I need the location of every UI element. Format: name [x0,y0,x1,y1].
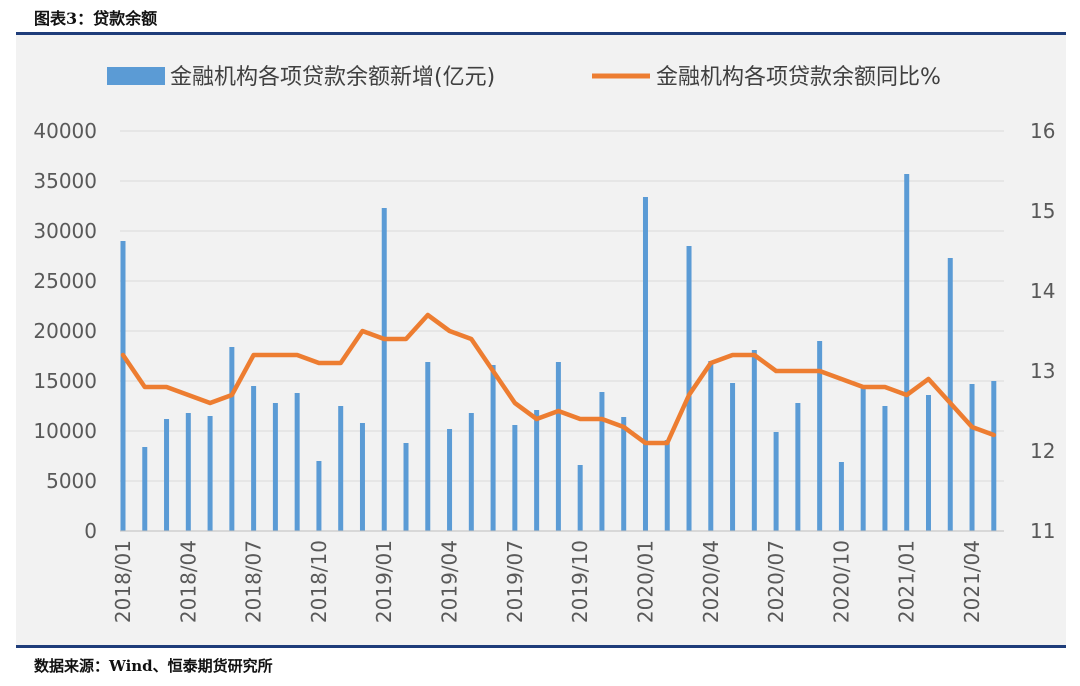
x-tick-label: 2018/07 [242,540,266,623]
legend-bar-swatch [107,67,165,85]
bar [730,383,736,531]
x-tick-label: 2019/04 [438,540,462,623]
y-left-tick-label: 40000 [33,119,97,143]
bar [534,410,540,531]
bar [468,413,474,531]
bar [338,406,344,531]
x-tick-label: 2020/10 [829,540,853,623]
bar [185,413,191,531]
bar [664,440,670,531]
bar [294,393,300,531]
y-left-tick-label: 25000 [33,269,97,293]
bar [229,347,235,531]
x-tick-label: 2019/01 [372,540,396,623]
y-right-tick-label: 15 [1030,199,1055,223]
top-rule [16,32,1066,35]
x-tick-label: 2019/07 [503,540,527,623]
source-note: 数据来源：Wind、恒泰期货研究所 [34,657,273,675]
bar [947,258,953,531]
bar [642,197,648,531]
x-tick-label: 2021/01 [895,540,919,623]
bar [490,365,496,531]
yoy-line [120,312,997,446]
bar [251,386,257,531]
x-tick-label: 2018/10 [307,540,331,623]
bar [577,465,583,531]
axes: 0 5000 10000 15000 20000 25000 30000 35000 40000… [33,119,1055,623]
bar [272,403,278,531]
line-series [120,312,997,446]
bar-series [120,174,997,531]
legend-bar-label: 金融机构各项贷款余额新增(亿元) [170,65,495,90]
bar [120,241,126,531]
bar [164,419,170,531]
bar [773,432,779,531]
x-tick-label: 2020/04 [699,540,723,623]
x-tick-label: 2021/04 [960,540,984,623]
y-right-tick-label: 14 [1030,279,1055,303]
bar [838,462,844,531]
figure-title: 图表3：贷款余额 [34,9,158,28]
bar [425,362,431,531]
bar [142,447,148,531]
bar [969,384,975,531]
y-left-tick-label: 0 [84,519,97,543]
x-tick-label: 2019/10 [568,540,592,623]
chart-area [16,35,1066,645]
y-right-tick-label: 12 [1030,439,1055,463]
bar [621,417,627,531]
bar [207,416,213,531]
bar [512,425,518,531]
bar [795,403,801,531]
bar [708,361,714,531]
bottom-rule [16,645,1066,648]
bar [817,341,823,531]
bar [882,406,888,531]
x-tick-label: 2018/01 [111,540,135,623]
x-tick-label: 2020/01 [633,540,657,623]
y-left-tick-label: 20000 [33,319,97,343]
bar [904,174,910,531]
bar [751,350,757,531]
y-left-tick-label: 10000 [33,419,97,443]
bar [925,395,931,531]
legend: 金融机构各项贷款余额新增(亿元) 金融机构各项贷款余额同比% [107,65,941,90]
bar [686,246,692,531]
bar [316,461,322,531]
x-tick-label: 2018/04 [176,540,200,623]
bar [860,388,866,531]
y-right-tick-label: 13 [1030,359,1055,383]
y-left-tick-label: 30000 [33,219,97,243]
y-right-tick-label: 16 [1030,119,1055,143]
y-left-tick-label: 35000 [33,169,97,193]
bar [403,443,409,531]
legend-line-label: 金融机构各项贷款余额同比% [656,65,941,90]
y-left-tick-label: 5000 [46,469,97,493]
y-right-tick-label: 11 [1030,519,1055,543]
y-left-tick-label: 15000 [33,369,97,393]
bar [359,423,365,531]
bar [555,362,561,531]
bar [599,392,605,531]
bar [991,381,997,531]
x-tick-label: 2020/07 [764,540,788,623]
bar [381,208,387,531]
bar [447,429,453,531]
